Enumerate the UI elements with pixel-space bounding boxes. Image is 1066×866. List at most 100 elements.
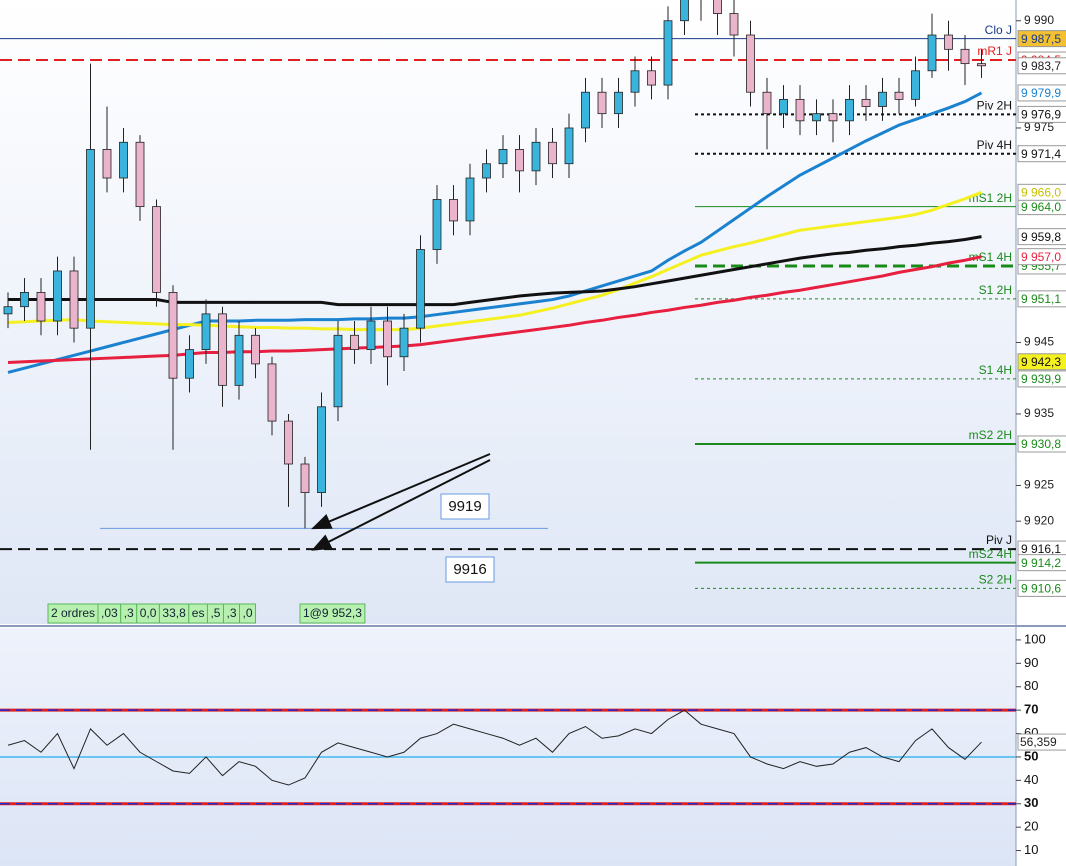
price-tag bbox=[1017, 353, 1066, 371]
annotation-text: 9919 bbox=[448, 498, 481, 515]
level-label: mS1 4H bbox=[969, 250, 1012, 264]
level-label: S1 2H bbox=[979, 283, 1012, 297]
price-tag bbox=[1017, 370, 1066, 388]
price-tag-label: 9 930,8 bbox=[1021, 437, 1061, 451]
candle-body bbox=[267, 363, 277, 422]
candle-body bbox=[960, 48, 970, 65]
annotation-box bbox=[440, 493, 490, 520]
candle-body bbox=[152, 206, 161, 293]
candle-body bbox=[977, 63, 986, 67]
candle-body bbox=[350, 334, 359, 351]
candle-body bbox=[713, 0, 722, 14]
order-tag-label: es bbox=[192, 606, 205, 620]
y-tick-label: 80 bbox=[1024, 678, 1038, 693]
candle-body bbox=[168, 292, 178, 379]
candle-body bbox=[944, 34, 953, 50]
price-tag-label: 9 964,0 bbox=[1021, 200, 1061, 214]
candle-body bbox=[300, 463, 310, 493]
candle-body bbox=[647, 70, 656, 86]
order-tag-label: 2 ordres bbox=[51, 606, 95, 620]
candle-body bbox=[581, 91, 590, 129]
price-tag bbox=[1017, 228, 1066, 246]
order-tag-label: ,0 bbox=[243, 606, 253, 620]
order-tag-label: 0,0 bbox=[140, 606, 157, 620]
order-tag-label: 33,8 bbox=[162, 606, 186, 620]
price-tag-label: 9 939,9 bbox=[1021, 372, 1061, 386]
rsi-tag-label: 56,359 bbox=[1020, 735, 1057, 749]
level-label: Clo J bbox=[985, 23, 1012, 37]
y-tick-label: 10 bbox=[1024, 842, 1038, 857]
annotation-arrow bbox=[311, 453, 491, 530]
candle-body bbox=[449, 199, 458, 222]
candle-body bbox=[69, 270, 79, 329]
candle-body bbox=[911, 70, 920, 100]
price-tag-label: 9 910,6 bbox=[1021, 582, 1061, 596]
candle-body bbox=[927, 34, 937, 72]
price-tag bbox=[1017, 554, 1066, 572]
candle-body bbox=[894, 91, 904, 100]
order-tag-label: 1@9 952,3 bbox=[303, 606, 362, 620]
y-tick-label: 50 bbox=[1024, 748, 1038, 763]
annotation-arrow bbox=[311, 459, 491, 551]
candle-body bbox=[548, 141, 557, 165]
candle-body bbox=[383, 320, 392, 358]
candle-body bbox=[333, 334, 343, 408]
price-tag-label: 9 983,7 bbox=[1021, 59, 1061, 73]
y-tick-label: 9 935 bbox=[1024, 406, 1054, 420]
candle-body bbox=[597, 91, 607, 115]
price-tag-label: 9 959,8 bbox=[1021, 230, 1061, 244]
candle-body bbox=[878, 91, 887, 107]
level-label: S1 4H bbox=[979, 363, 1012, 377]
rsi-tag bbox=[1017, 733, 1066, 751]
order-tag bbox=[299, 603, 366, 624]
order-tag-label: ,3 bbox=[226, 606, 236, 620]
candle-body bbox=[3, 306, 13, 315]
candle-body bbox=[366, 320, 376, 351]
candle-body bbox=[416, 249, 425, 329]
candle-body bbox=[284, 420, 293, 465]
y-tick-label: 9 920 bbox=[1024, 513, 1054, 527]
order-tag-label: ,03 bbox=[101, 606, 118, 620]
candle-body bbox=[482, 163, 491, 179]
candle-body bbox=[432, 199, 442, 250]
annotation-box bbox=[445, 556, 495, 583]
candle-body bbox=[498, 149, 508, 165]
order-tag-label: ,5 bbox=[210, 606, 220, 620]
price-tag bbox=[1017, 145, 1066, 163]
y-tick-label: 9 975 bbox=[1024, 120, 1054, 134]
price-tag bbox=[1017, 105, 1066, 123]
price-tag-label: 9 976,9 bbox=[1021, 108, 1061, 122]
y-tick-label: 9 925 bbox=[1024, 478, 1054, 492]
candle-body bbox=[218, 313, 227, 386]
candle-body bbox=[399, 327, 409, 358]
price-tag bbox=[1017, 57, 1066, 75]
candle-body bbox=[845, 98, 854, 122]
candle-body bbox=[135, 141, 145, 208]
y-tick-label: 90 bbox=[1024, 655, 1038, 670]
price-tag bbox=[1017, 183, 1066, 201]
candle-body bbox=[564, 127, 574, 165]
y-tick-label: 40 bbox=[1024, 772, 1038, 787]
candle-body bbox=[36, 292, 46, 322]
candle-body bbox=[762, 91, 772, 115]
price-tag-label: 9 966,0 bbox=[1021, 185, 1061, 199]
candle-body bbox=[185, 349, 194, 379]
y-tick-label: 70 bbox=[1024, 702, 1038, 717]
candle-body bbox=[251, 334, 260, 365]
candle-body bbox=[630, 70, 640, 93]
candle-body bbox=[795, 98, 805, 122]
candle-body bbox=[119, 141, 128, 179]
y-tick-label: 9 990 bbox=[1024, 13, 1054, 27]
candle-body bbox=[746, 34, 755, 93]
candle-body bbox=[515, 149, 524, 172]
y-tick-label: 100 bbox=[1024, 631, 1046, 646]
y-tick-label: 9 945 bbox=[1024, 335, 1054, 349]
candle-body bbox=[53, 270, 62, 322]
axis-area bbox=[1016, 0, 1066, 866]
candle-body bbox=[614, 91, 623, 115]
candle-body bbox=[20, 292, 29, 308]
candle-body bbox=[663, 20, 673, 86]
candle-body bbox=[680, 0, 689, 22]
candle-body bbox=[779, 98, 788, 115]
